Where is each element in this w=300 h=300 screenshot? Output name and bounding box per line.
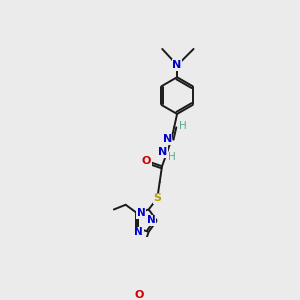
Text: N: N <box>158 147 167 157</box>
Text: N: N <box>163 134 172 144</box>
Text: H: H <box>179 121 187 131</box>
Text: N: N <box>147 215 156 225</box>
Text: H: H <box>168 152 175 162</box>
Text: S: S <box>153 193 161 203</box>
Text: N: N <box>172 60 182 70</box>
Text: O: O <box>142 156 151 166</box>
Text: O: O <box>134 290 143 300</box>
Text: N: N <box>134 227 143 237</box>
Text: N: N <box>137 208 146 218</box>
